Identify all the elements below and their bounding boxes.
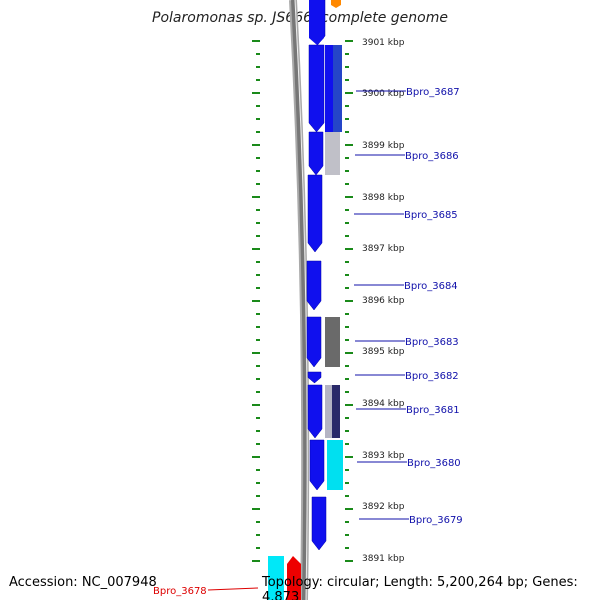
- gene-label-Bpro_3681: Bpro_3681: [406, 405, 460, 416]
- gene-arrow-forward: [309, 439, 325, 491]
- gene-block: [327, 440, 343, 490]
- gene-labels: Bpro_3687 Bpro_3686 Bpro_3685 Bpro_3684 Bpro…: [153, 87, 463, 597]
- gene-arrow-forward: [306, 260, 322, 311]
- gene-arrow-forward: [311, 496, 327, 551]
- gene-label-Bpro_3686: Bpro_3686: [405, 151, 459, 162]
- gene-arrow-forward: [307, 371, 322, 384]
- gene-block-cyan: [268, 556, 284, 600]
- gene-label-Bpro_3683: Bpro_3683: [405, 337, 459, 348]
- kbp-label: 3898 kbp: [362, 193, 405, 203]
- accession-text: Accession: NC_007948: [9, 575, 157, 590]
- map-title: Polaromonas sp. JS666, complete genome: [152, 10, 448, 26]
- gene-arrow-forward: [308, 131, 324, 176]
- gene-arrow-orange: [331, 0, 341, 8]
- gene-block: [325, 317, 340, 367]
- gene-arrow-forward: [307, 174, 323, 253]
- kbp-label: 3899 kbp: [362, 141, 405, 151]
- kbp-label: 3891 kbp: [362, 554, 405, 564]
- gene-arrow-red: [287, 556, 301, 600]
- kbp-label: 3894 kbp: [362, 399, 405, 409]
- position-ticks: [252, 40, 353, 562]
- gene-arrow-forward: [308, 44, 325, 133]
- gene-label-Bpro_3687: Bpro_3687: [406, 87, 460, 98]
- gene-label-Bpro_3682: Bpro_3682: [405, 371, 459, 382]
- gene-block-inner: [332, 385, 340, 438]
- gene-label-Bpro_3684: Bpro_3684: [404, 281, 458, 292]
- backbone-arc: [291, 0, 308, 600]
- gene-arrow-forward: [307, 384, 323, 439]
- gene-label-Bpro_3680: Bpro_3680: [407, 458, 461, 469]
- kbp-label: 3893 kbp: [362, 451, 405, 461]
- gene-label-Bpro_3678: Bpro_3678: [153, 586, 207, 597]
- gene-arrow-top: [309, 0, 324, 45]
- backbone: [289, 0, 310, 600]
- kbp-label: 3895 kbp: [362, 347, 405, 357]
- kbp-label: 3897 kbp: [362, 244, 405, 254]
- leader-line: [207, 587, 259, 591]
- gene-features: [268, 0, 343, 600]
- gene-arrow-forward: [306, 316, 322, 368]
- kbp-labels: 3901 kbp 3900 kbp 3899 kbp 3898 kbp 3897 kbp…: [362, 38, 405, 564]
- kbp-label: 3900 kbp: [362, 89, 405, 99]
- backbone-highlight: [294, 0, 308, 600]
- kbp-label: 3892 kbp: [362, 502, 405, 512]
- kbp-label: 3896 kbp: [362, 296, 405, 306]
- gene-block-inner: [325, 45, 333, 132]
- gene-label-Bpro_3679: Bpro_3679: [409, 515, 463, 526]
- gene-block: [325, 132, 340, 175]
- genome-summary: Topology: circular; Length: 5,200,264 bp…: [262, 575, 578, 600]
- kbp-label: 3901 kbp: [362, 38, 405, 48]
- gene-label-Bpro_3685: Bpro_3685: [404, 210, 458, 221]
